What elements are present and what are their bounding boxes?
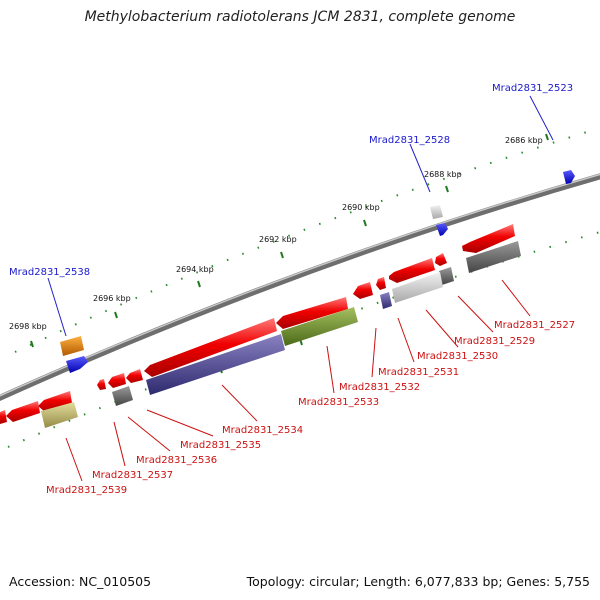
gene-red [435,253,447,266]
gene-2538-arrow [66,356,88,373]
scale-label: 2698 kbp [9,322,47,331]
gene-gray [112,386,133,406]
gene-label-2539: Mrad2831_2539 [46,485,127,496]
outer-scale-track [14,127,600,353]
reverse-genes-bottom [41,241,521,428]
forward-genes [60,170,575,373]
gene-red [108,373,126,388]
gene-red [462,224,515,253]
gene-label-2536: Mrad2831_2536 [136,455,217,466]
reverse-labels: Mrad2831_2527 Mrad2831_2529 Mrad2831_253… [46,320,575,496]
scale-labels: 2686 kbp 2688 kbp 2690 kbp 2692 kbp 2694… [9,136,543,331]
gene-purple-small [380,292,392,309]
scale-label: 2696 kbp [93,294,131,303]
gene-red [144,318,277,377]
gene-label-2532: Mrad2831_2532 [339,382,420,393]
gene-red [126,369,143,383]
scale-label: 2688 kbp [424,170,462,179]
topology-text: Topology: circular; Length: 6,077,833 bp… [246,574,590,589]
gene-2528-box [430,205,443,219]
gene-2523-arrow [563,170,575,184]
gene-label-2523: Mrad2831_2523 [492,83,573,94]
reverse-genes-top [0,224,515,424]
gene-red [38,391,72,412]
leader-lines [47,95,554,482]
gene-red [276,297,348,329]
scale-label: 2686 kbp [505,136,543,145]
gene-light [392,272,443,303]
gene-label-2530: Mrad2831_2530 [417,351,498,362]
gene-red [97,379,106,390]
gene-label-2527: Mrad2831_2527 [494,320,575,331]
scale-label: 2694 kbp [176,265,214,274]
gene-label-2533: Mrad2831_2533 [298,397,379,408]
gene-2528-arrow [436,223,448,236]
gene-label-2531: Mrad2831_2531 [378,367,459,378]
gene-label-2528: Mrad2831_2528 [369,135,450,146]
gene-label-2529: Mrad2831_2529 [454,336,535,347]
gene-red [376,277,386,290]
gene-label-2534: Mrad2831_2534 [222,425,303,436]
scale-label: 2690 kbp [342,203,380,212]
gene-red [389,258,435,283]
gene-khaki [41,402,78,428]
gene-label-2535: Mrad2831_2535 [180,440,261,451]
gene-olive [281,307,358,346]
gene-label-2538: Mrad2831_2538 [9,267,90,278]
forward-labels: Mrad2831_2523 Mrad2831_2528 Mrad2831_253… [9,83,573,278]
gene-red [353,282,373,299]
scale-label: 2692 kbp [259,235,297,244]
gene-gray [466,241,521,273]
genome-backbone [0,173,600,402]
accession-text: Accession: NC_010505 [9,574,152,589]
gene-gray [439,267,454,285]
gene-label-2537: Mrad2831_2537 [92,470,173,481]
gene-red [0,410,7,424]
gene-2538-box [60,336,84,356]
map-title: Methylobacterium radiotolerans JCM 2831,… [84,9,516,25]
gene-purple [146,334,285,395]
gene-red [6,401,40,422]
